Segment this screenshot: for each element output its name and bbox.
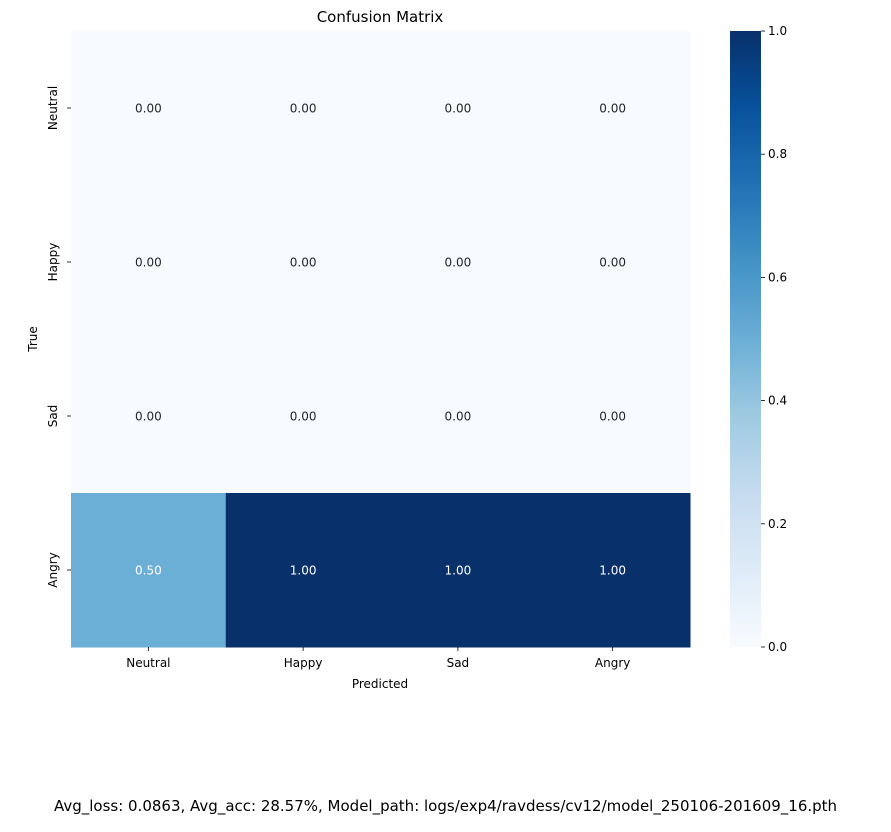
x-tick-label-1: Happy (284, 656, 323, 670)
heatmap-cell-r0-c2 (380, 31, 536, 186)
cell-annotation-r3-c3: 1.00 (599, 564, 626, 578)
cell-annotation-r2-c0: 0.00 (135, 410, 162, 424)
cell-annotation-r0-c2: 0.00 (445, 102, 472, 116)
cell-annotation-r2-c3: 0.00 (599, 410, 626, 424)
heatmap-cell-r2-c3 (535, 339, 691, 494)
colorbar-tick-label-5: 1.0 (768, 24, 787, 38)
colorbar (730, 31, 761, 647)
cell-annotation-r1-c1: 0.00 (290, 256, 317, 270)
y-tick-label-2: Sad (46, 405, 60, 428)
x-axis-ticks: Neutral Happy Sad Angry (126, 647, 630, 670)
heatmap-cell-r1-c0 (71, 185, 227, 340)
colorbar-tick-label-0: 0.0 (768, 640, 787, 654)
y-tick-label-1: Happy (46, 243, 60, 282)
cell-annotation-r1-c0: 0.00 (135, 256, 162, 270)
heatmap-cells (71, 31, 691, 648)
chart-title: Confusion Matrix (317, 8, 444, 26)
footer-metrics: Avg_loss: 0.0863, Avg_acc: 28.57%, Model… (53, 797, 838, 815)
x-tick-label-3: Angry (595, 656, 630, 670)
y-tick-label-0: Neutral (46, 86, 60, 130)
heatmap-cell-r2-c2 (380, 339, 536, 494)
x-tick-label-0: Neutral (126, 656, 170, 670)
heatmap-cell-r3-c1 (225, 493, 381, 648)
heatmap-cell-r1-c3 (535, 185, 691, 340)
y-axis-label: True (26, 326, 40, 353)
cell-annotation-r3-c2: 1.00 (445, 564, 472, 578)
heatmap-cell-r0-c0 (71, 31, 227, 186)
heatmap-cell-r3-c2 (380, 493, 536, 648)
heatmap-annotations: 0.00 0.00 0.00 0.00 0.00 0.00 0.00 0.00 0.00 0.00… (135, 102, 626, 578)
heatmap-cell-r1-c1 (225, 185, 381, 340)
heatmap-cell-r2-c0 (71, 339, 227, 494)
colorbar-tick-label-2: 0.4 (768, 394, 787, 408)
cell-annotation-r1-c2: 0.00 (445, 256, 472, 270)
cell-annotation-r3-c1: 1.00 (290, 564, 317, 578)
y-axis-ticks: Neutral Happy Sad Angry (46, 86, 71, 588)
heatmap-cell-r0-c3 (535, 31, 691, 186)
heatmap-cell-r2-c1 (225, 339, 381, 494)
x-tick-label-2: Sad (447, 656, 470, 670)
y-tick-label-3: Angry (46, 552, 60, 587)
cell-annotation-r0-c3: 0.00 (599, 102, 626, 116)
colorbar-tick-label-3: 0.6 (768, 270, 787, 284)
cell-annotation-r0-c0: 0.00 (135, 102, 162, 116)
cell-annotation-r0-c1: 0.00 (290, 102, 317, 116)
cell-annotation-r2-c2: 0.00 (445, 410, 472, 424)
heatmap-cell-r3-c3 (535, 493, 691, 648)
x-axis-label: Predicted (352, 677, 408, 691)
cell-annotation-r3-c0: 0.50 (135, 564, 162, 578)
cell-annotation-r1-c3: 0.00 (599, 256, 626, 270)
colorbar-ticks: 0.0 0.2 0.4 0.6 0.8 1.0 (761, 24, 787, 654)
heatmap-cell-r0-c1 (225, 31, 381, 186)
heatmap-cell-r1-c2 (380, 185, 536, 340)
heatmap-cell-r3-c0 (71, 493, 227, 648)
colorbar-tick-label-4: 0.8 (768, 147, 787, 161)
cell-annotation-r2-c1: 0.00 (290, 410, 317, 424)
colorbar-tick-label-1: 0.2 (768, 517, 787, 531)
